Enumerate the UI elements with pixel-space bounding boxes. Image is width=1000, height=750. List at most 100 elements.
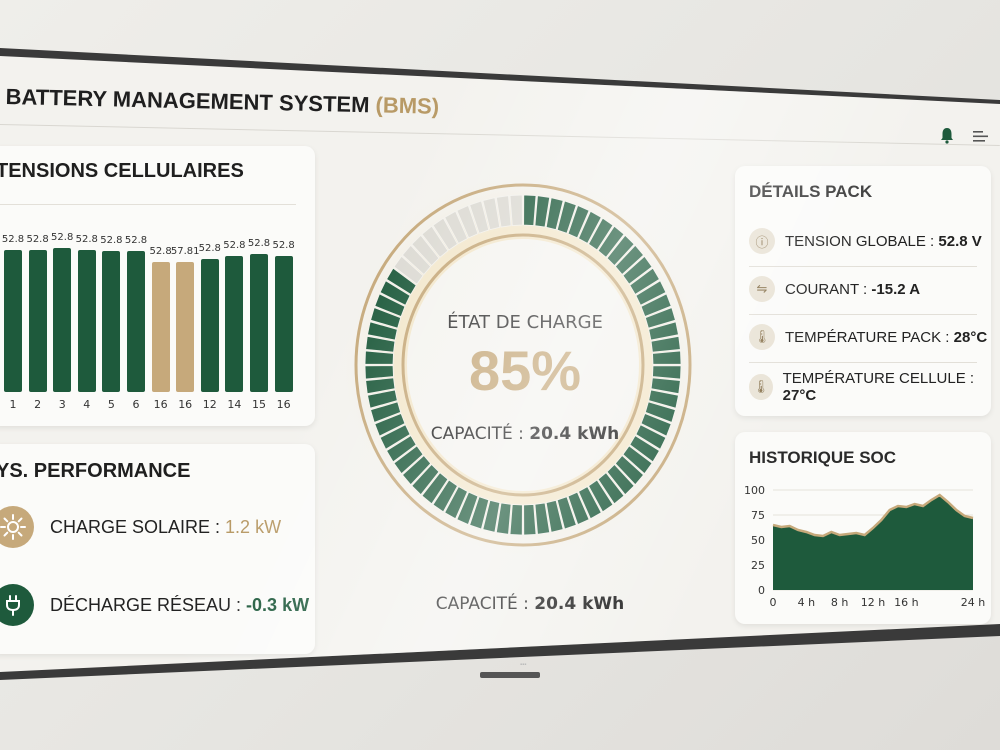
- gauge-segment: [652, 350, 682, 365]
- gauge-segment: [386, 435, 417, 463]
- cell-bar-value: 57.81: [170, 245, 200, 257]
- menu-icon[interactable]: [972, 128, 990, 144]
- gauge-segment: [365, 377, 396, 395]
- x-tick-label: 12 h: [861, 596, 885, 609]
- app-subtitle: (BMS): [375, 92, 440, 119]
- y-tick-label: 25: [751, 559, 765, 572]
- detail-row-voltage: ⓘ TENSION GLOBALE : 52.8 V: [749, 228, 982, 254]
- cell-bar-label: 14: [227, 398, 242, 411]
- gauge-segment: [597, 472, 625, 505]
- gauge-segment: [644, 401, 676, 423]
- tv-logo: ▪▪▪: [520, 662, 527, 668]
- gauge-segment: [509, 194, 523, 226]
- cell-bar: [102, 251, 121, 392]
- soc-footer-capacity-value: 20.4 kWh: [534, 594, 625, 614]
- pack-details-card: DÉTAILS PACK ⓘ TENSION GLOBALE : 52.8 V …: [735, 166, 991, 416]
- soc-area: [773, 495, 973, 590]
- gauge-segment: [509, 504, 523, 536]
- detail-divider: [749, 266, 977, 267]
- cell-bar: [200, 258, 219, 392]
- y-tick-label: 50: [751, 534, 765, 547]
- cell-bar-value: 52.8: [1, 233, 25, 245]
- x-tick-label: 24 h: [961, 596, 985, 609]
- gauge-segment: [374, 413, 406, 437]
- cell-bar-label: 2: [34, 398, 42, 411]
- gauge-center: [407, 239, 639, 491]
- gauge-segment: [495, 195, 512, 228]
- gauge-segment: [364, 350, 394, 365]
- x-tick-label: 16 h: [894, 596, 918, 609]
- gauge-segment: [444, 210, 468, 244]
- gauge-segment: [393, 255, 424, 285]
- cell-bar-value: 52.8: [51, 232, 74, 243]
- grid-discharge-value: -0.3 kW: [246, 594, 310, 615]
- gauge-segment: [606, 234, 635, 267]
- gauge-segment: [635, 424, 667, 450]
- gauge-segment: [469, 496, 490, 530]
- gauge-segment: [456, 491, 479, 525]
- gauge-segment: [401, 244, 432, 276]
- gauge-segment: [365, 335, 396, 353]
- soc-history-card: HISTORIQUE SOC 100 75 50 25 0 0 4 h 8 h 12 h 16 h…: [735, 432, 991, 624]
- grid-discharge-row: DÉCHARGE RÉSEAU : -0.3 kW: [0, 584, 309, 626]
- soc-line: [772, 493, 974, 538]
- cell-bar-label: 1: [9, 398, 17, 411]
- gauge-segment: [482, 197, 501, 231]
- gauge-segment: [648, 389, 679, 409]
- cell-bar: [274, 255, 293, 392]
- gauge-segment: [614, 454, 645, 486]
- gauge-segment: [629, 267, 660, 295]
- cell-voltages-title: TENSIONS CELLULAIRES: [0, 160, 244, 182]
- plug-icon: [0, 584, 34, 626]
- cell-bar: [28, 249, 47, 392]
- cell-bar-value: 52.8: [223, 239, 246, 251]
- cell-bar-label: 16: [276, 398, 291, 411]
- cell-bar-value: 52.8: [26, 233, 49, 245]
- detail-cell-temp-value: 27°C: [782, 387, 817, 404]
- detail-row-cell-temp: 🌡 TEMPÉRATURE CELLULE : 27°C: [749, 370, 991, 404]
- performance-card: YS. PERFORMANCE CHARGE SOLAIRE : 1.2 kW: [0, 444, 315, 654]
- soc-capacity: CAPACITÉ : 20.4 kWh: [430, 424, 620, 444]
- current-icon: ⇋: [749, 276, 775, 302]
- solar-charge-text: CHARGE SOLAIRE : 1.2 kW: [50, 516, 282, 537]
- gauge-inner-ring: [401, 233, 645, 497]
- gauge-segment: [648, 321, 679, 341]
- cell-bar: [4, 249, 22, 392]
- info-icon: ⓘ: [749, 228, 775, 254]
- gauge-segment: [588, 479, 614, 513]
- cell-bar: [225, 255, 244, 392]
- tv-stand: [480, 672, 540, 678]
- cell-bar-value: 52.8: [100, 235, 123, 246]
- gauge-segment: [588, 217, 614, 251]
- soc-gauge: [341, 170, 705, 560]
- soc-footer-capacity: CAPACITÉ : 20.4 kWh: [435, 594, 625, 614]
- cell-bar: [151, 261, 170, 392]
- gauge-segment: [652, 365, 682, 380]
- gauge-segment: [534, 195, 551, 228]
- gauge-segment: [386, 267, 417, 295]
- cell-bar-value: 52.8: [124, 235, 148, 246]
- cell-bar-label: 3: [58, 398, 66, 411]
- cell-bar-label: 16: [153, 398, 168, 411]
- gauge-segment: [622, 255, 653, 285]
- gauge-segment: [370, 307, 402, 329]
- gauge-segment: [444, 486, 468, 520]
- solar-charge-value: 1.2 kW: [225, 516, 282, 537]
- y-tick-label: 75: [751, 509, 765, 522]
- detail-row-pack-temp: 🌡 TEMPÉRATURE PACK : 28°C: [749, 324, 987, 350]
- gauge-segment: [578, 210, 602, 244]
- pack-details-title: DÉTAILS PACK: [749, 182, 873, 201]
- soc-percent: 85%: [468, 339, 582, 402]
- cell-grid-line: [0, 204, 296, 205]
- cell-bar: [77, 249, 96, 392]
- gauge-segment: [578, 486, 602, 520]
- gauge-segment: [421, 225, 449, 258]
- cell-bar-label: 5: [107, 398, 115, 411]
- solar-charge-row: CHARGE SOLAIRE : 1.2 kW: [0, 506, 281, 548]
- bell-icon[interactable]: [938, 126, 956, 144]
- gauge-segment: [567, 491, 590, 525]
- gauge-segments: [364, 194, 682, 536]
- gauge-segment: [556, 200, 577, 234]
- gauge-segment: [640, 413, 672, 437]
- gauge-segment: [606, 463, 635, 496]
